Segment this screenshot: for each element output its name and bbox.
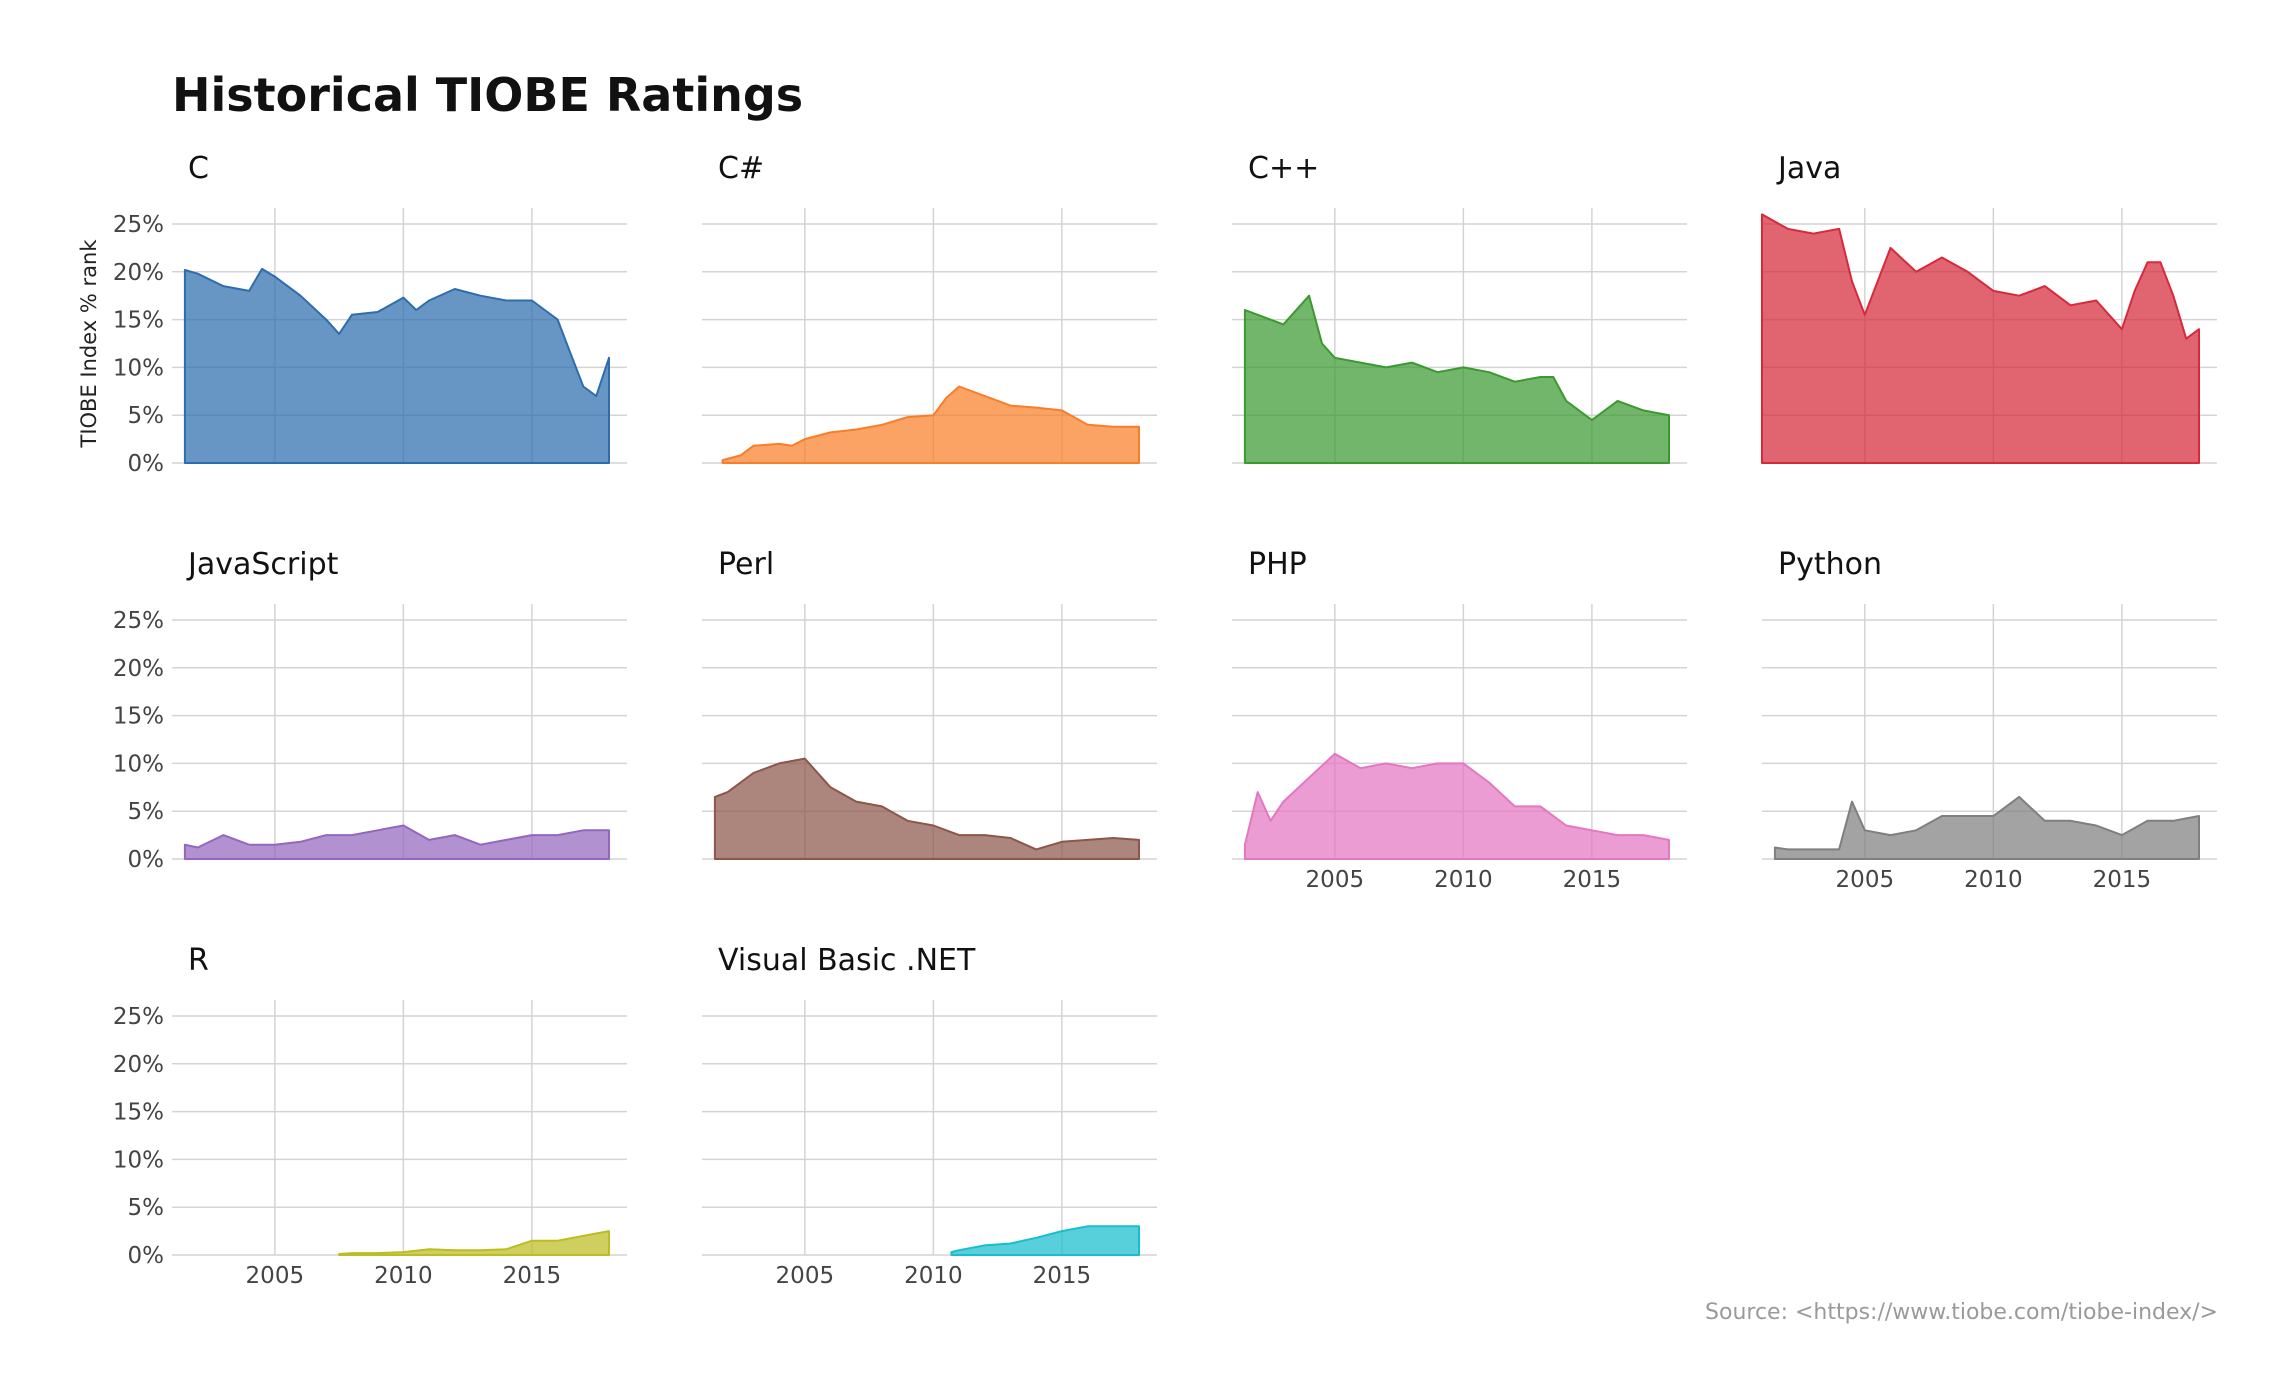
- x-tick-label: 2015: [1563, 867, 1622, 893]
- facet-label: C++: [1248, 151, 1319, 186]
- area-series: [713, 757, 1140, 860]
- facet-label: JavaScript: [186, 547, 339, 582]
- x-tick-label: 2015: [503, 1263, 562, 1289]
- facet-label: R: [188, 943, 209, 978]
- x-tick-label: 2005: [246, 1263, 305, 1289]
- y-tick-label: 10%: [113, 355, 164, 381]
- facet-label: C: [188, 151, 209, 186]
- facet-label: Python: [1778, 547, 1882, 582]
- y-axis-title: TIOBE Index % rank: [77, 239, 101, 449]
- x-tick-label: 2005: [776, 1263, 835, 1289]
- facet-panel-visual-basic-net: Visual Basic .NET 2005 2010 2015: [702, 943, 1157, 1289]
- y-tick-label: 0%: [128, 847, 165, 873]
- facet-panel-python: Python 2005 2010 2015: [1762, 547, 2217, 893]
- y-tick-label: 15%: [113, 1100, 164, 1126]
- x-tick-label: 2010: [904, 1263, 963, 1289]
- y-tick-label: 20%: [113, 656, 164, 682]
- x-tick-label: 2005: [1306, 867, 1365, 893]
- area-series: [1243, 752, 1670, 860]
- y-tick-label: 10%: [113, 1147, 164, 1173]
- facet-panel-php: PHP 2005 2010 2015: [1232, 547, 1687, 893]
- facet-panel-c-: C#: [702, 151, 1157, 464]
- area-series: [721, 385, 1140, 464]
- x-tick-label: 2010: [1434, 867, 1493, 893]
- facet-panel-perl: Perl: [702, 547, 1157, 860]
- y-tick-label: 5%: [128, 1195, 165, 1221]
- x-tick-label: 2015: [1033, 1263, 1092, 1289]
- area-series: [1773, 795, 2200, 860]
- facet-panel-r: R 0% 5% 10% 15% 20% 25% 2005 2010 2015: [113, 943, 627, 1289]
- y-tick-label: 0%: [128, 1243, 165, 1269]
- y-tick-label: 5%: [128, 799, 165, 825]
- area-series: [183, 824, 610, 860]
- facet-label: C#: [718, 151, 764, 186]
- x-tick-label: 2010: [1964, 867, 2023, 893]
- y-tick-label: 20%: [113, 260, 164, 286]
- y-tick-label: 15%: [113, 308, 164, 334]
- area-series: [1243, 294, 1670, 464]
- x-tick-label: 2010: [374, 1263, 433, 1289]
- y-tick-label: 25%: [113, 1004, 164, 1030]
- chart-title: Historical TIOBE Ratings: [172, 68, 804, 122]
- y-tick-label: 0%: [128, 451, 165, 477]
- area-series: [338, 1230, 610, 1256]
- y-tick-label: 20%: [113, 1052, 164, 1078]
- y-tick-label: 5%: [128, 403, 165, 429]
- area-series: [950, 1225, 1140, 1256]
- facet-label: Perl: [718, 547, 774, 582]
- facet-panel-c-: C++: [1232, 151, 1687, 464]
- area-series: [1761, 213, 2200, 464]
- x-tick-label: 2015: [2093, 867, 2152, 893]
- source-caption: Source: <https://www.tiobe.com/tiobe-ind…: [1705, 1300, 2218, 1325]
- facet-label: Visual Basic .NET: [718, 943, 976, 978]
- facet-label: PHP: [1248, 547, 1307, 582]
- facet-panel-c: C 0% 5% 10% 15% 20% 25%: [113, 151, 627, 477]
- area-series: [183, 267, 610, 464]
- facet-panel-java: Java: [1761, 151, 2217, 464]
- y-tick-label: 10%: [113, 751, 164, 777]
- y-tick-label: 25%: [113, 212, 164, 238]
- facet-panel-javascript: JavaScript 0% 5% 10% 15% 20% 25%: [113, 547, 627, 873]
- facet-label: Java: [1776, 151, 1841, 186]
- y-tick-label: 15%: [113, 704, 164, 730]
- y-tick-label: 25%: [113, 608, 164, 634]
- x-tick-label: 2005: [1836, 867, 1895, 893]
